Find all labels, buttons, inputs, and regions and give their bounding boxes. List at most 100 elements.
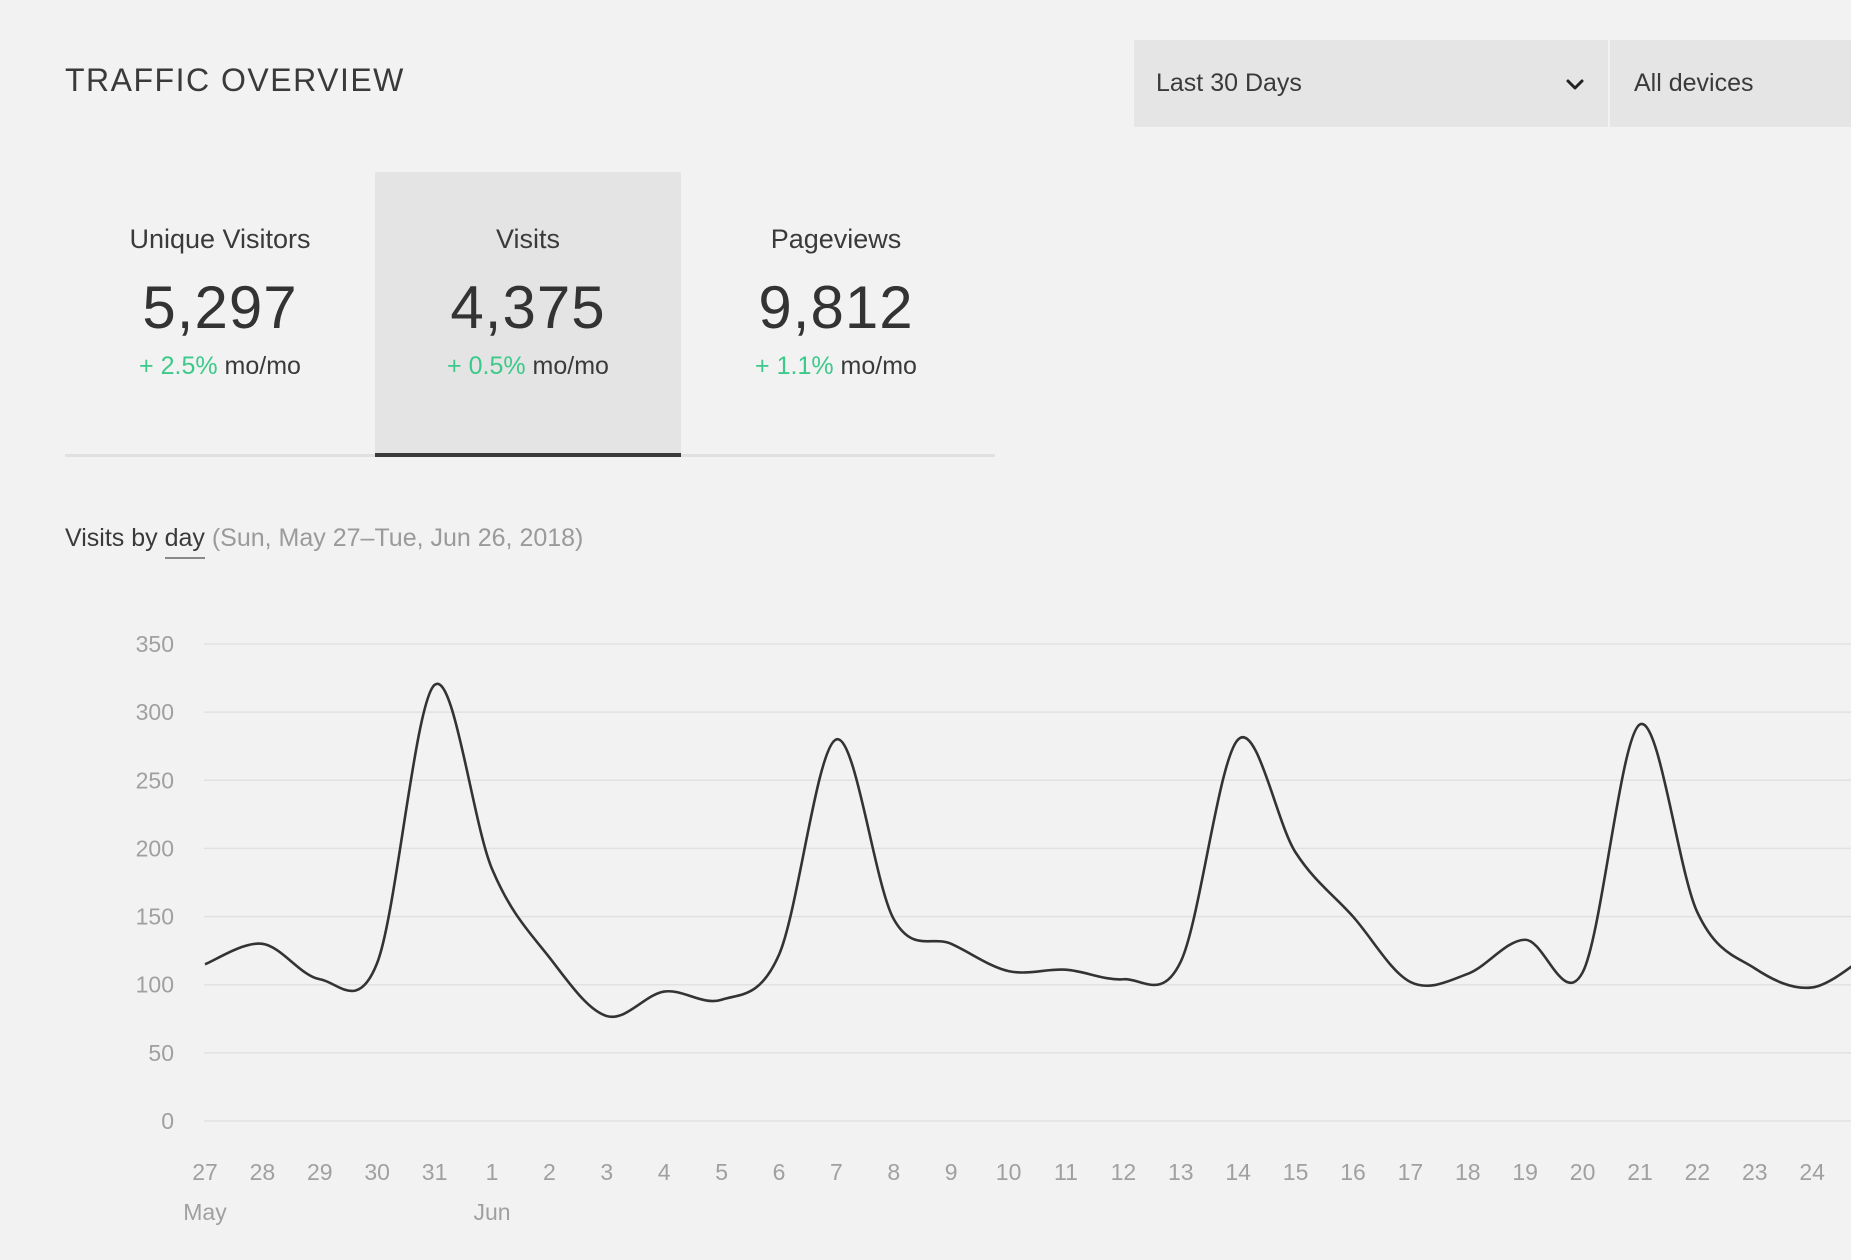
x-tick-label: 9 <box>945 1159 958 1185</box>
x-tick-label: 28 <box>250 1159 276 1185</box>
tab-visits[interactable]: Visits 4,375 + 0.5% mo/mo <box>375 172 681 457</box>
x-tick-label: 13 <box>1168 1159 1194 1185</box>
metric-tabs: Unique Visitors 5,297 + 2.5% mo/mo Visit… <box>65 172 995 457</box>
data-point <box>1350 914 1356 920</box>
stat-label: Pageviews <box>770 224 902 254</box>
date-range-value: Last 30 Days <box>1156 69 1302 97</box>
data-point <box>833 736 839 742</box>
data-point <box>259 941 265 947</box>
y-tick-label: 300 <box>136 699 174 725</box>
chart-subtitle-prefix: Visits by <box>65 524 158 552</box>
x-tick-label: 10 <box>996 1159 1022 1185</box>
x-tick-label: 23 <box>1742 1159 1768 1185</box>
x-tick-label: 30 <box>364 1159 390 1185</box>
x-tick-label: 31 <box>422 1159 448 1185</box>
x-tick-label: 16 <box>1340 1159 1366 1185</box>
data-point <box>719 997 725 1003</box>
device-value: All devices <box>1634 69 1754 97</box>
data-point <box>891 916 897 922</box>
month-label: Jun <box>473 1199 510 1225</box>
stat-period: mo/mo <box>840 352 917 380</box>
device-select[interactable]: All devices <box>1610 40 1851 127</box>
stat-delta: + 2.5% <box>139 352 218 380</box>
x-tick-label: 11 <box>1054 1159 1078 1185</box>
filter-bar: Last 30 Days All devices <box>1134 40 1851 127</box>
chevron-down-icon <box>1564 73 1586 95</box>
x-tick-label: 19 <box>1512 1159 1538 1185</box>
x-tick-label: 12 <box>1111 1159 1137 1185</box>
data-point <box>202 961 208 967</box>
data-point <box>1178 959 1184 965</box>
stat-change: + 1.1% mo/mo <box>681 352 991 381</box>
chart-subtitle: Visits by day (Sun, May 27–Tue, Jun 26, … <box>65 524 583 559</box>
stat-value: 5,297 <box>142 274 298 341</box>
stat-change: + 2.5% mo/mo <box>65 352 375 381</box>
x-tick-label: 22 <box>1685 1159 1711 1185</box>
data-point <box>1694 909 1700 915</box>
y-tick-label: 150 <box>136 904 174 930</box>
data-point <box>1637 721 1643 727</box>
stat-label: Unique Visitors <box>129 224 311 254</box>
x-tick-label: 15 <box>1283 1159 1309 1185</box>
data-point <box>604 1013 610 1019</box>
x-tick-label: 17 <box>1398 1159 1424 1185</box>
data-point <box>948 941 954 947</box>
stat-change: + 0.5% mo/mo <box>375 352 681 381</box>
data-point <box>1120 976 1126 982</box>
data-point <box>1465 971 1471 977</box>
x-tick-label: 7 <box>830 1159 843 1185</box>
data-point <box>546 954 552 960</box>
granularity-toggle[interactable]: day <box>164 524 205 559</box>
series-line <box>204 682 1851 1019</box>
tab-pageviews[interactable]: Pageviews 9,812 + 1.1% mo/mo <box>681 172 991 454</box>
y-tick-label: 100 <box>136 972 174 998</box>
date-range-select[interactable]: Last 30 Days <box>1134 40 1608 127</box>
data-point <box>1580 969 1586 975</box>
data-point <box>1522 937 1528 943</box>
data-point <box>1006 968 1012 974</box>
x-tick-label: 20 <box>1570 1159 1596 1185</box>
month-label: May <box>183 1199 227 1225</box>
stat-delta: + 0.5% <box>447 352 526 380</box>
data-point <box>1407 979 1413 985</box>
x-tick-label: 18 <box>1455 1159 1481 1185</box>
x-tick-label: 2 <box>543 1159 556 1185</box>
data-point <box>432 682 438 688</box>
x-tick-label: 5 <box>715 1159 728 1185</box>
stat-value: 4,375 <box>450 274 606 341</box>
x-tick-label: 6 <box>773 1159 786 1185</box>
page-title: TRAFFIC OVERVIEW <box>65 62 405 98</box>
y-tick-label: 250 <box>136 767 174 793</box>
data-point <box>1293 850 1299 856</box>
data-point <box>661 989 667 995</box>
data-point <box>1752 965 1758 971</box>
x-tick-label: 27 <box>192 1159 218 1185</box>
x-tick-label: 24 <box>1799 1159 1825 1185</box>
stat-delta: + 1.1% <box>755 352 834 380</box>
y-tick-label: 0 <box>161 1108 174 1134</box>
y-tick-label: 50 <box>148 1040 174 1066</box>
x-tick-label: 8 <box>887 1159 900 1185</box>
x-tick-label: 21 <box>1627 1159 1653 1185</box>
chart-date-range: (Sun, May 27–Tue, Jun 26, 2018) <box>211 524 584 552</box>
y-tick-label: 350 <box>136 631 174 657</box>
y-tick-label: 200 <box>136 835 174 861</box>
data-point <box>374 960 380 966</box>
data-point <box>1809 984 1815 990</box>
stat-period: mo/mo <box>224 352 301 380</box>
x-tick-label: 3 <box>600 1159 613 1185</box>
stat-value: 9,812 <box>758 274 914 341</box>
data-point <box>317 976 323 982</box>
x-tick-label: 29 <box>307 1159 333 1185</box>
data-point <box>1235 736 1241 742</box>
x-tick-label: 4 <box>658 1159 671 1185</box>
data-point <box>776 952 782 958</box>
data-point <box>489 866 495 872</box>
stat-label: Visits <box>495 224 561 254</box>
tab-unique-visitors[interactable]: Unique Visitors 5,297 + 2.5% mo/mo <box>65 172 375 454</box>
stat-period: mo/mo <box>532 352 609 380</box>
data-point <box>1063 967 1069 973</box>
x-tick-label: 14 <box>1225 1159 1251 1185</box>
x-tick-label: 1 <box>486 1159 499 1185</box>
